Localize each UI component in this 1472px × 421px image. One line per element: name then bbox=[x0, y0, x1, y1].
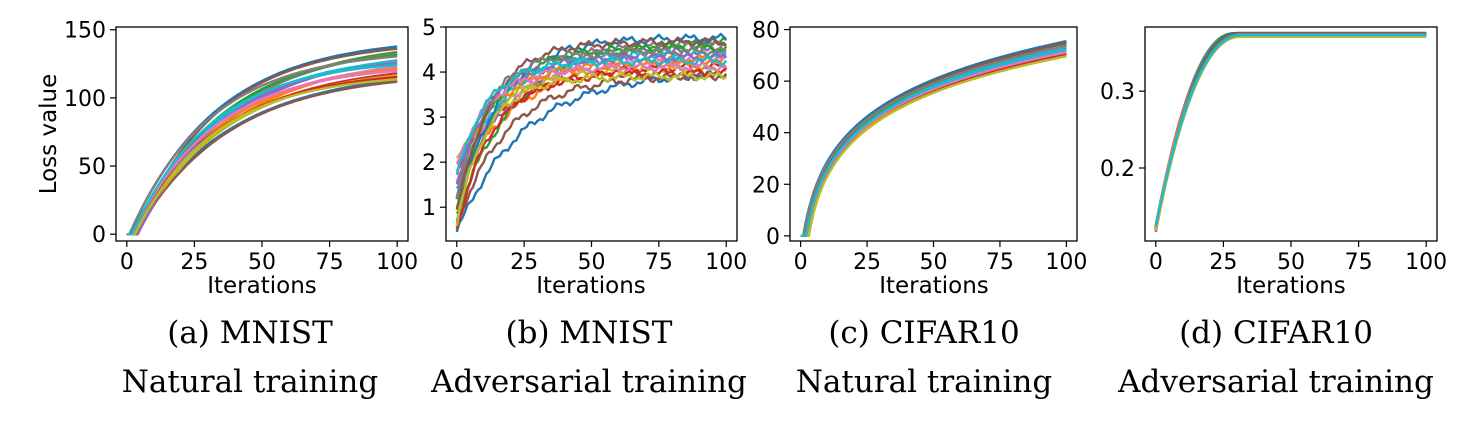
panel-c-xtick-label: 100 bbox=[1045, 250, 1087, 275]
panel-b-ytick-label: 1 bbox=[422, 196, 436, 221]
panel-d-series-line bbox=[1156, 37, 1426, 231]
panel-c-series-line bbox=[801, 43, 1067, 236]
panel-b-xtick-label: 25 bbox=[510, 250, 538, 275]
panel-a-ytick-label: 150 bbox=[64, 19, 106, 44]
panel-d-series-line bbox=[1156, 35, 1426, 227]
panel-a-xlabel: Iterations bbox=[207, 273, 317, 299]
panel-b-ytick-label: 2 bbox=[422, 151, 436, 176]
panel-d-series-line bbox=[1156, 36, 1426, 232]
panel-d-plot-area bbox=[1145, 27, 1437, 241]
panel-c-xtick-label: 25 bbox=[853, 250, 881, 275]
panel-a-xtick-label: 75 bbox=[316, 250, 344, 275]
panel-c-xlabel: Iterations bbox=[879, 273, 989, 299]
panel-d-xtick-label: 75 bbox=[1345, 250, 1373, 275]
panel-a-series-line bbox=[127, 49, 397, 234]
panel-d-series-line bbox=[1156, 33, 1426, 229]
panel-c-ytick-label: 0 bbox=[766, 225, 780, 250]
panel-c-xtick-label: 50 bbox=[920, 250, 948, 275]
panel-d-series-line bbox=[1156, 34, 1426, 227]
panel-c-series bbox=[801, 41, 1067, 236]
panel-a: 0 25 50 75 100 0 50 100 150 Iterations Loss valu… bbox=[36, 19, 418, 400]
panel-d-caption-line1: (d) CIFAR10 bbox=[1179, 315, 1373, 351]
panel-c-xtick-label: 0 bbox=[794, 250, 808, 275]
panel-a-caption-line1: (a) MNIST bbox=[167, 315, 333, 351]
panel-b-ytick-label: 5 bbox=[422, 16, 436, 41]
panel-c-caption-line2: Natural training bbox=[796, 364, 1052, 400]
panel-d-series-line bbox=[1156, 35, 1426, 225]
panel-d-series-line bbox=[1156, 34, 1426, 230]
panel-c-series-line bbox=[801, 43, 1067, 236]
panel-d-series-line bbox=[1156, 36, 1426, 231]
panel-d-series-line bbox=[1156, 34, 1426, 228]
panel-b-xtick-label: 0 bbox=[450, 250, 464, 275]
panel-d-series-line bbox=[1156, 37, 1426, 232]
panel-c-ytick-label: 40 bbox=[752, 122, 780, 147]
panel-d-series-line bbox=[1156, 36, 1426, 225]
panel-d-xtick-label: 100 bbox=[1405, 250, 1447, 275]
panel-a-ytick-label: 0 bbox=[92, 223, 106, 248]
panel-d-ytick-label: 0.3 bbox=[1100, 80, 1135, 105]
panel-a-ylabel: Loss value bbox=[36, 74, 62, 195]
panel-d-ytick-label: 0.2 bbox=[1100, 157, 1135, 182]
panel-a-ytick-label: 50 bbox=[78, 155, 106, 180]
panel-c-ytick-label: 60 bbox=[752, 70, 780, 95]
panel-b: 0 25 50 75 100 1 2 3 4 5 Iterations (b) MNIST Adv… bbox=[422, 16, 747, 400]
panel-c-ytick-label: 20 bbox=[752, 173, 780, 198]
panel-d-xtick-label: 25 bbox=[1209, 250, 1237, 275]
panel-d-series-line bbox=[1156, 33, 1426, 230]
panel-d-series-line bbox=[1156, 35, 1426, 227]
panel-d-caption-line2: Adversarial training bbox=[1117, 364, 1434, 400]
panel-c-xtick-label: 75 bbox=[986, 250, 1014, 275]
panel-d-series-line bbox=[1156, 35, 1426, 226]
panel-d-series-line bbox=[1156, 34, 1426, 229]
panel-b-xtick-label: 75 bbox=[645, 250, 673, 275]
panel-a-caption-line2: Natural training bbox=[122, 364, 378, 400]
panel-d-series-line bbox=[1156, 35, 1426, 226]
panel-d-series bbox=[1156, 33, 1426, 232]
panel-a-xtick-label: 100 bbox=[376, 250, 418, 275]
panel-b-series bbox=[457, 34, 726, 232]
panel-a-ytick-label: 100 bbox=[64, 87, 106, 112]
panel-a-xtick-label: 25 bbox=[180, 250, 208, 275]
panel-c-ytick-label: 80 bbox=[752, 19, 780, 44]
panel-b-caption-line2: Adversarial training bbox=[430, 364, 747, 400]
panel-d-series-line bbox=[1156, 36, 1426, 225]
panel-b-series-line bbox=[457, 47, 726, 198]
panel-c-series-line bbox=[801, 45, 1067, 236]
panel-a-xtick-label: 50 bbox=[248, 250, 276, 275]
panel-c-caption-line1: (c) CIFAR10 bbox=[828, 315, 1019, 351]
panel-b-xtick-label: 50 bbox=[578, 250, 606, 275]
panel-b-ytick-label: 4 bbox=[422, 61, 436, 86]
panel-d-xtick-label: 0 bbox=[1149, 250, 1163, 275]
panel-c-series-line bbox=[801, 41, 1067, 236]
panel-d-xlabel: Iterations bbox=[1236, 273, 1346, 299]
panel-b-caption-line1: (b) MNIST bbox=[506, 315, 673, 351]
panel-a-series bbox=[127, 47, 397, 235]
panel-d-series-line bbox=[1156, 34, 1426, 228]
panel-a-xtick-label: 0 bbox=[120, 250, 134, 275]
panel-d-series-line bbox=[1156, 33, 1426, 230]
panel-c: 0 25 50 75 100 0 20 40 60 80 Iterations (c) CIFAR… bbox=[752, 19, 1087, 400]
panel-d-series-line bbox=[1156, 36, 1426, 226]
panel-b-xtick-label: 100 bbox=[705, 250, 747, 275]
panel-d-ticks: 0 25 50 75 100 0.2 0.3 bbox=[1100, 80, 1447, 275]
panel-b-xlabel: Iterations bbox=[536, 273, 646, 299]
panel-b-ytick-label: 3 bbox=[422, 106, 436, 131]
panel-c-series-line bbox=[801, 45, 1067, 236]
panel-d-xtick-label: 50 bbox=[1277, 250, 1305, 275]
